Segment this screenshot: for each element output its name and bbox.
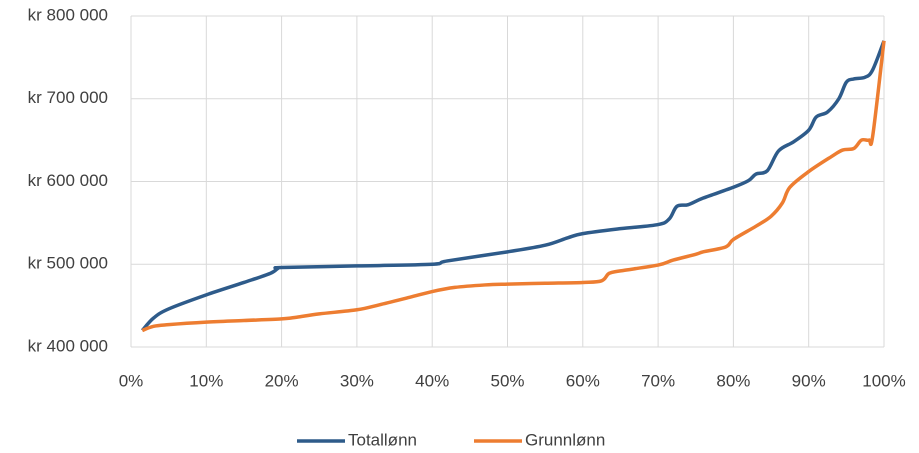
x-tick-label: 60%	[566, 371, 600, 390]
y-tick-label: kr 800 000	[28, 5, 108, 24]
y-tick-label: kr 600 000	[28, 171, 108, 190]
y-tick-label: kr 500 000	[28, 254, 108, 273]
x-tick-label: 70%	[641, 371, 675, 390]
x-tick-label: 10%	[189, 371, 223, 390]
legend-label: Grunnlønn	[525, 430, 605, 449]
x-tick-label: 20%	[265, 371, 299, 390]
x-tick-label: 40%	[415, 371, 449, 390]
legend-label: Totallønn	[348, 430, 417, 449]
x-tick-label: 30%	[340, 371, 374, 390]
series-line	[140, 40, 886, 332]
y-tick-label: kr 700 000	[28, 88, 108, 107]
y-tick-label: kr 400 000	[28, 336, 108, 355]
series-line	[141, 40, 886, 333]
x-tick-label: 90%	[792, 371, 826, 390]
x-tick-label: 80%	[716, 371, 750, 390]
x-tick-label: 100%	[862, 371, 905, 390]
x-tick-label: 50%	[490, 371, 524, 390]
x-tick-label: 0%	[119, 371, 144, 390]
